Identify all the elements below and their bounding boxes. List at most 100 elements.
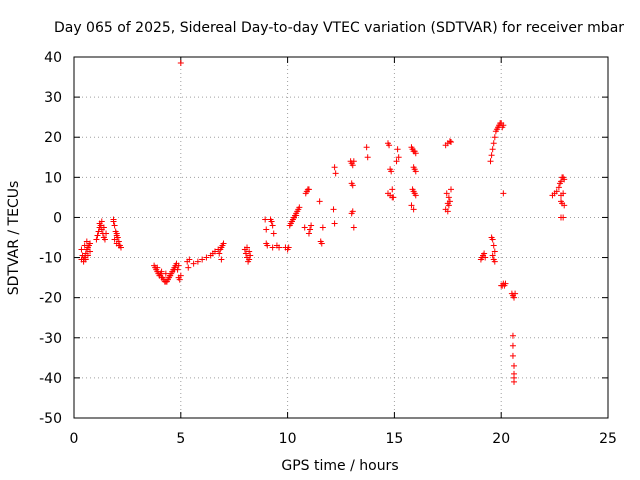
data-point <box>305 186 312 193</box>
data-point <box>502 280 509 287</box>
x-tick-label: 15 <box>385 431 403 447</box>
data-point <box>83 238 90 245</box>
data-point <box>363 144 370 151</box>
data-point <box>269 222 276 229</box>
data-point <box>110 216 117 223</box>
data-point <box>190 260 197 267</box>
y-tick-label: -40 <box>39 371 62 387</box>
data-point <box>162 270 169 277</box>
y-axis-ticks: -50 -40 -30 -20 -10 0 10 20 30 40 <box>39 50 608 427</box>
y-tick-label: 20 <box>44 130 62 146</box>
data-point <box>177 60 184 67</box>
data-point <box>558 178 565 185</box>
data-point <box>560 214 567 221</box>
data-point <box>186 256 193 263</box>
data-point <box>103 230 110 237</box>
data-point <box>553 188 560 195</box>
data-point <box>263 226 270 233</box>
data-point <box>194 258 201 265</box>
data-point <box>263 240 270 247</box>
x-axis-ticks: 0 5 10 15 20 25 <box>70 57 617 447</box>
x-tick-label: 25 <box>599 431 617 447</box>
chart-title: Day 065 of 2025, Sidereal Day-to-day VTE… <box>54 20 624 36</box>
data-point <box>555 184 562 191</box>
data-point <box>412 192 419 199</box>
y-tick-label: -20 <box>39 291 62 307</box>
data-point <box>446 138 453 145</box>
data-point <box>490 140 497 147</box>
data-point <box>244 244 251 251</box>
data-point <box>114 234 121 241</box>
data-point <box>158 268 165 275</box>
data-point <box>561 176 568 183</box>
data-point <box>500 122 507 129</box>
data-point <box>113 230 120 237</box>
data-point <box>98 218 105 225</box>
y-tick-label: 40 <box>44 50 62 66</box>
data-point <box>386 142 393 149</box>
data-point <box>509 342 516 349</box>
data-point <box>305 230 312 237</box>
data-point <box>481 250 488 257</box>
data-point <box>394 146 401 153</box>
data-point <box>296 204 303 211</box>
x-axis-label: GPS time / hours <box>281 458 398 474</box>
data-point <box>111 236 118 243</box>
data-point <box>171 266 178 273</box>
data-point <box>395 154 402 161</box>
data-point <box>318 240 325 247</box>
data-point <box>167 272 174 279</box>
plot-frame <box>73 56 609 419</box>
y-tick-label: 0 <box>53 210 62 226</box>
data-point <box>87 240 94 247</box>
data-point <box>185 264 192 271</box>
data-point <box>285 244 292 251</box>
data-point <box>412 150 419 157</box>
data-point <box>115 242 122 249</box>
data-point <box>331 164 338 171</box>
data-point <box>511 362 518 369</box>
data-point <box>316 198 323 205</box>
data-point <box>82 256 89 263</box>
data-point <box>489 236 496 243</box>
data-point <box>319 224 326 231</box>
data-point <box>389 194 396 201</box>
data-point <box>490 242 497 249</box>
data-point <box>393 158 400 165</box>
data-point <box>111 222 118 229</box>
data-point <box>220 240 227 247</box>
data-point <box>177 272 184 279</box>
y-tick-label: 10 <box>44 170 62 186</box>
data-point <box>288 218 295 225</box>
data-point <box>87 248 94 255</box>
data-point <box>349 162 356 169</box>
x-tick-label: 20 <box>492 431 510 447</box>
y-axis-label: SDTVAR / TECUs <box>6 181 22 296</box>
y-tick-label: 30 <box>44 90 62 106</box>
data-point <box>500 190 507 197</box>
data-point <box>408 202 415 209</box>
grid-lines <box>74 57 608 418</box>
data-points <box>78 60 568 385</box>
data-point <box>211 248 218 255</box>
data-point <box>350 224 357 231</box>
data-point <box>293 212 300 219</box>
data-point <box>269 244 276 251</box>
x-tick-label: 10 <box>279 431 297 447</box>
data-point <box>349 208 356 215</box>
data-point <box>512 290 519 297</box>
data-point <box>561 202 568 209</box>
data-point <box>560 190 567 197</box>
data-point <box>364 154 371 161</box>
data-point <box>511 378 518 385</box>
data-point <box>509 352 516 359</box>
data-point <box>332 170 339 177</box>
data-point <box>491 248 498 255</box>
data-point <box>203 254 210 261</box>
data-point <box>349 182 356 189</box>
data-point <box>301 224 308 231</box>
data-point <box>175 262 182 269</box>
data-point <box>330 206 337 213</box>
data-point <box>246 256 253 263</box>
